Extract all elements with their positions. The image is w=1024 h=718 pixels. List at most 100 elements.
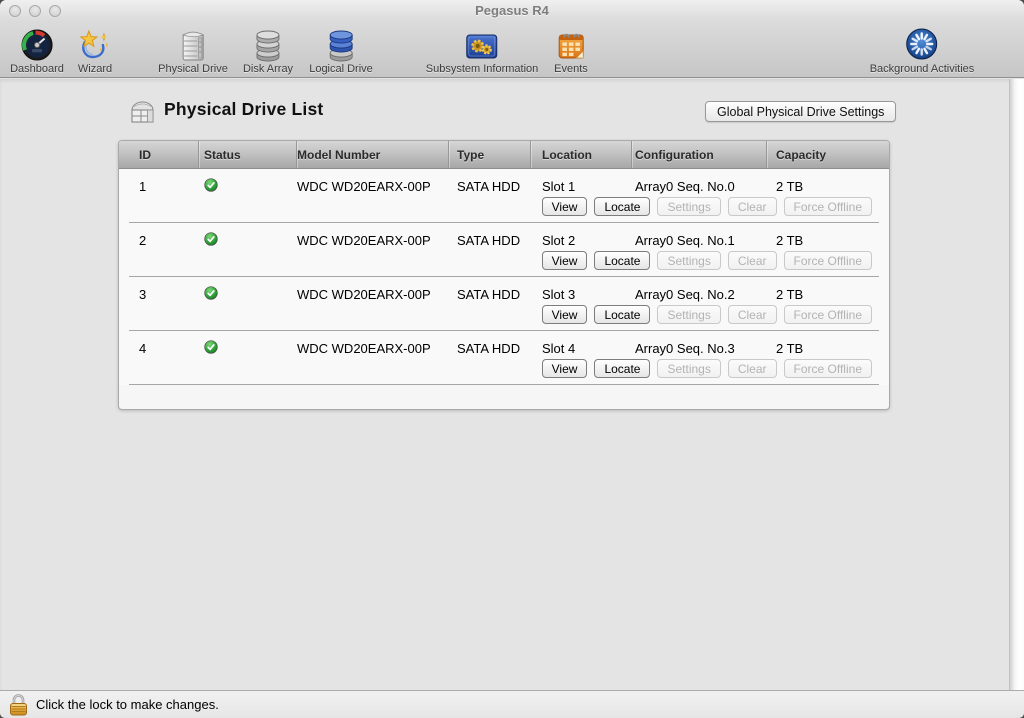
clear-button: Clear <box>727 359 777 378</box>
column-header-id[interactable]: ID <box>139 148 151 162</box>
status-bar-message: Click the lock to make changes. <box>36 697 219 712</box>
toolbar-item-label: Disk Array <box>242 63 294 75</box>
minimize-button[interactable] <box>29 5 41 17</box>
vertical-scrollbar[interactable] <box>1009 79 1024 690</box>
toolbar-item-label: Events <box>554 63 588 75</box>
column-divider <box>296 141 297 168</box>
toolbar-item-label: Subsystem Information <box>425 63 539 75</box>
drive-configuration: Array0 Seq. No.0 <box>635 179 735 194</box>
locate-button[interactable]: Locate <box>594 359 651 378</box>
table-header: ID Status Model Number Type Location Con… <box>119 141 889 169</box>
toolbar-item-subsystem-information[interactable]: Subsystem Information <box>425 25 539 75</box>
toolbar-item-logical-drive[interactable]: Logical Drive <box>309 25 373 75</box>
window-chrome: Pegasus R4 Dashboard <box>0 0 1024 78</box>
column-header-type[interactable]: Type <box>457 148 485 162</box>
drive-location: Slot 4 <box>542 341 576 356</box>
toolbar-item-background-activities[interactable]: Background Activities <box>869 25 975 75</box>
column-divider <box>766 141 767 168</box>
clear-button: Clear <box>727 251 777 270</box>
window-controls <box>9 5 61 17</box>
page-title: Physical Drive List <box>164 99 324 119</box>
toolbar-item-wizard[interactable]: Wizard <box>78 25 112 75</box>
drive-tower-icon <box>178 26 208 62</box>
drive-model: WDC WD20EARX-00P <box>297 179 431 194</box>
main-content: Physical Drive List Global Physical Driv… <box>0 79 1024 690</box>
drive-id: 1 <box>139 179 147 194</box>
row-actions: View Locate Settings Clear Force Offline <box>541 359 872 378</box>
column-header-location[interactable]: Location <box>542 148 592 162</box>
drive-capacity: 2 TB <box>776 287 804 302</box>
settings-button: Settings <box>657 305 721 324</box>
table-row[interactable]: 4 WDC WD20EARX-00P SATA HDD Slot 4 Array… <box>119 331 889 385</box>
clear-button: Clear <box>727 197 777 216</box>
drive-type: SATA HDD <box>457 233 521 248</box>
row-actions: View Locate Settings Clear Force Offline <box>541 251 872 270</box>
view-button[interactable]: View <box>541 305 588 324</box>
row-actions: View Locate Settings Clear Force Offline <box>541 305 872 324</box>
disk-stack-gray-icon <box>252 26 284 62</box>
drive-type: SATA HDD <box>457 287 521 302</box>
row-actions: View Locate Settings Clear Force Offline <box>541 197 872 216</box>
column-divider <box>448 141 449 168</box>
column-header-status[interactable]: Status <box>204 148 241 162</box>
drive-type: SATA HDD <box>457 341 521 356</box>
disk-stack-blue-icon <box>325 26 357 62</box>
zoom-button[interactable] <box>49 5 61 17</box>
table-row[interactable]: 2 WDC WD20EARX-00P SATA HDD Slot 2 Array… <box>119 223 889 277</box>
force-offline-button: Force Offline <box>783 305 872 324</box>
drive-id: 3 <box>139 287 147 302</box>
toolbar-item-dashboard[interactable]: Dashboard <box>10 25 64 75</box>
column-divider <box>530 141 531 168</box>
settings-button: Settings <box>657 359 721 378</box>
clear-button: Clear <box>727 305 777 324</box>
close-button[interactable] <box>9 5 21 17</box>
drive-configuration: Array0 Seq. No.1 <box>635 233 735 248</box>
toolbar-item-label: Background Activities <box>869 63 975 75</box>
column-header-model-number[interactable]: Model Number <box>297 148 381 162</box>
table-row[interactable]: 3 WDC WD20EARX-00P SATA HDD Slot 3 Array… <box>119 277 889 331</box>
lock-icon[interactable] <box>8 693 29 718</box>
table-row[interactable]: 1 WDC WD20EARX-00P SATA HDD Slot 1 Array… <box>119 169 889 223</box>
force-offline-button: Force Offline <box>783 359 872 378</box>
view-button[interactable]: View <box>541 197 588 216</box>
settings-button: Settings <box>657 251 721 270</box>
toolbar-item-physical-drive[interactable]: Physical Drive <box>158 25 228 75</box>
monitor-gears-icon <box>464 26 500 62</box>
column-divider <box>631 141 632 168</box>
physical-drive-list-icon <box>128 98 157 130</box>
status-bar: Click the lock to make changes. <box>0 690 1024 718</box>
column-header-capacity[interactable]: Capacity <box>776 148 827 162</box>
drive-id: 4 <box>139 341 147 356</box>
toolbar-item-label: Logical Drive <box>309 63 373 75</box>
force-offline-button: Force Offline <box>783 197 872 216</box>
toolbar-item-label: Physical Drive <box>158 63 228 75</box>
global-physical-drive-settings-button[interactable]: Global Physical Drive Settings <box>705 101 897 122</box>
settings-button: Settings <box>657 197 721 216</box>
drive-location: Slot 2 <box>542 233 576 248</box>
drive-location: Slot 3 <box>542 287 576 302</box>
gauge-icon <box>20 26 54 62</box>
column-header-configuration[interactable]: Configuration <box>635 148 714 162</box>
toolbar-item-label: Wizard <box>77 63 113 75</box>
drive-capacity: 2 TB <box>776 341 804 356</box>
spinner-icon <box>904 26 940 62</box>
toolbar-item-events[interactable]: Events <box>554 25 588 75</box>
drive-model: WDC WD20EARX-00P <box>297 233 431 248</box>
view-button[interactable]: View <box>541 359 588 378</box>
drive-location: Slot 1 <box>542 179 576 194</box>
titlebar[interactable]: Pegasus R4 <box>0 0 1024 22</box>
toolbar-item-disk-array[interactable]: Disk Array <box>243 25 293 75</box>
drive-model: WDC WD20EARX-00P <box>297 287 431 302</box>
locate-button[interactable]: Locate <box>594 305 651 324</box>
physical-drive-table: ID Status Model Number Type Location Con… <box>118 140 890 410</box>
drive-capacity: 2 TB <box>776 179 804 194</box>
toolbar-item-label: Dashboard <box>10 63 64 75</box>
view-button[interactable]: View <box>541 251 588 270</box>
force-offline-button: Force Offline <box>783 251 872 270</box>
locate-button[interactable]: Locate <box>594 251 651 270</box>
status-ok-icon <box>204 178 218 195</box>
drive-model: WDC WD20EARX-00P <box>297 341 431 356</box>
wand-stars-icon <box>78 26 112 62</box>
locate-button[interactable]: Locate <box>594 197 651 216</box>
window-title: Pegasus R4 <box>475 3 549 18</box>
